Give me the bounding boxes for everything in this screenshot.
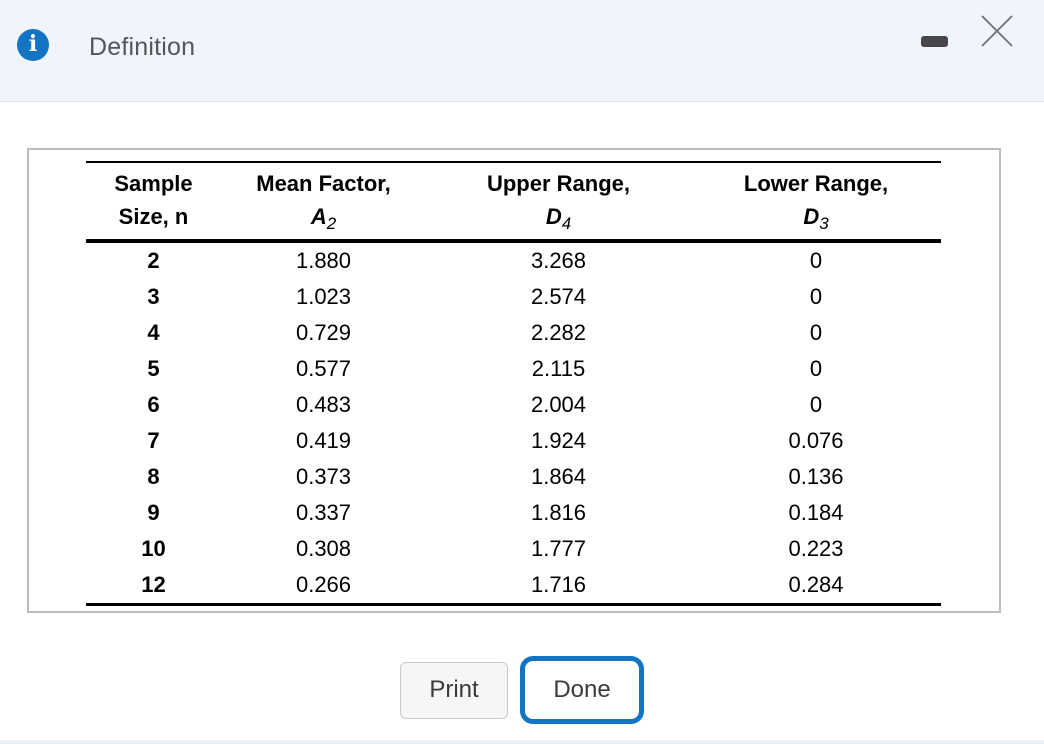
dialog-footer: Print Done (0, 650, 1044, 730)
col-header-upper-range: Upper Range, D4 (426, 161, 691, 243)
dialog-header: i Definition (0, 0, 1044, 102)
table-row: 10 0.308 1.777 0.223 (141, 536, 844, 561)
dialog-bottom-edge (0, 740, 1044, 744)
info-icon: i (17, 29, 49, 61)
col-header-lower-range: Lower Range, D3 (691, 161, 941, 243)
table-row: 8 0.373 1.864 0.136 (147, 464, 844, 489)
page-title: Definition (89, 33, 196, 61)
control-chart-factors-table: Sample Size, n Mean Factor, A2 Upper Ran… (86, 161, 941, 606)
table-row: 2 1.880 3.268 0 (147, 248, 823, 273)
table-row: 5 0.577 2.115 0 (147, 356, 823, 381)
table-row: 6 0.483 2.004 0 (147, 392, 823, 417)
table-row: 9 0.337 1.816 0.184 (147, 500, 844, 525)
table-row: 4 0.729 2.282 0 (147, 320, 823, 345)
col-header-sample-size: Sample Size, n (86, 161, 221, 243)
table-row: 3 1.023 2.574 0 (147, 284, 823, 309)
close-icon[interactable] (978, 12, 1016, 50)
minimize-icon[interactable] (921, 36, 948, 47)
definition-panel: Sample Size, n Mean Factor, A2 Upper Ran… (27, 148, 1001, 613)
table-row: 12 0.266 1.716 0.284 (86, 567, 941, 606)
done-button[interactable]: Done (520, 656, 644, 724)
col-header-mean-factor: Mean Factor, A2 (221, 161, 426, 243)
print-button[interactable]: Print (400, 661, 508, 719)
table-header-row: Sample Size, n Mean Factor, A2 Upper Ran… (86, 161, 941, 243)
table-row: 7 0.419 1.924 0.076 (147, 428, 844, 453)
